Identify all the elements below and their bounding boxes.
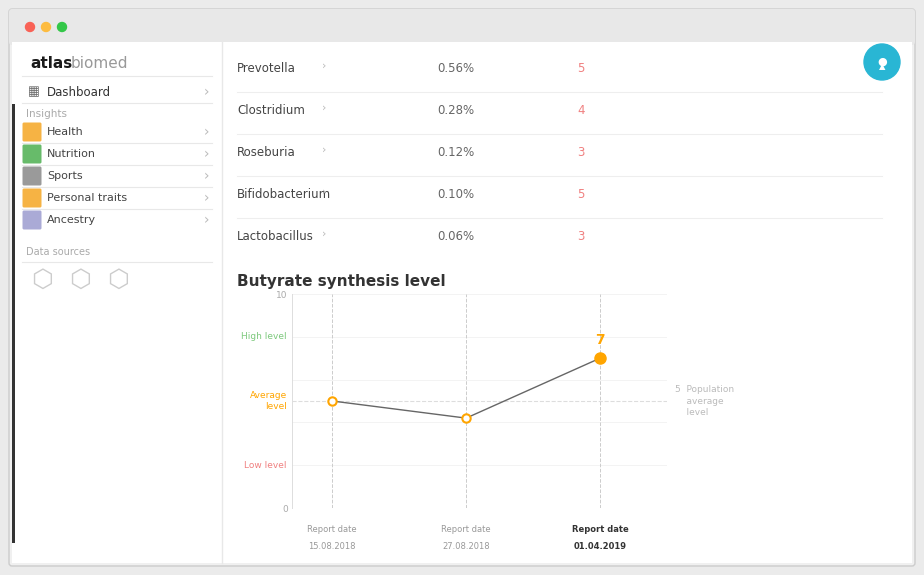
Text: ›: › [204,191,210,205]
Text: 7: 7 [595,334,605,347]
Text: Nutrition: Nutrition [47,149,96,159]
Text: 15.08.2018: 15.08.2018 [309,542,356,551]
Text: 3: 3 [577,146,584,159]
Text: ›: › [322,103,326,113]
Text: 5  Population
    average
    level: 5 Population average level [675,385,735,417]
Text: 4: 4 [577,104,585,117]
Text: 01.04.2019: 01.04.2019 [574,542,626,551]
Text: ›: › [322,61,326,71]
Text: Insights: Insights [26,109,67,119]
Text: Roseburia: Roseburia [237,146,296,159]
Text: Clostridium: Clostridium [237,104,305,117]
Text: Sports: Sports [47,171,82,181]
Text: ›: › [204,85,210,99]
Text: Lactobacillus: Lactobacillus [237,230,314,243]
FancyBboxPatch shape [9,9,915,566]
Bar [12,104,15,543]
FancyBboxPatch shape [22,210,42,229]
Text: Dashboard: Dashboard [47,86,111,98]
FancyBboxPatch shape [22,122,42,141]
Text: Report date: Report date [442,525,491,534]
Text: biomed: biomed [71,56,128,71]
Text: Ancestry: Ancestry [47,215,96,225]
FancyBboxPatch shape [22,167,42,186]
Text: Health: Health [47,127,84,137]
Circle shape [864,44,900,80]
Text: 0.10%: 0.10% [437,188,474,201]
Text: atlas: atlas [30,56,72,71]
Text: ▦: ▦ [28,86,40,98]
Text: Low level: Low level [245,461,287,470]
Text: 0.12%: 0.12% [437,146,474,159]
Circle shape [26,22,34,32]
Text: ›: › [322,145,326,155]
Text: ›: › [204,169,210,183]
FancyBboxPatch shape [9,9,915,45]
Text: 5: 5 [577,188,584,201]
Text: 0.56%: 0.56% [437,62,474,75]
Text: Data sources: Data sources [26,247,91,257]
Text: ⬡: ⬡ [69,268,91,292]
Bar [12,27,912,42]
Text: ●: ● [877,57,887,67]
Circle shape [57,22,67,32]
Text: ⬡: ⬡ [31,268,53,292]
Text: Bifidobacterium: Bifidobacterium [237,188,331,201]
FancyBboxPatch shape [22,189,42,208]
Text: ›: › [204,213,210,227]
Text: Report date: Report date [308,525,357,534]
Text: Butyrate synthesis level: Butyrate synthesis level [237,274,445,289]
Text: 27.08.2018: 27.08.2018 [443,542,490,551]
Text: ›: › [322,187,326,197]
Bar [12,42,222,563]
Text: Average
level: Average level [249,391,287,411]
Text: ›: › [322,229,326,239]
Text: 0.06%: 0.06% [437,230,474,243]
FancyBboxPatch shape [22,144,42,163]
Text: ›: › [204,125,210,139]
Text: 5: 5 [577,62,584,75]
Text: High level: High level [241,332,287,342]
Text: Report date: Report date [572,525,628,534]
Circle shape [42,22,51,32]
Text: Personal traits: Personal traits [47,193,128,203]
Text: ›: › [204,147,210,161]
Text: 3: 3 [577,230,584,243]
Text: ⬡: ⬡ [107,268,129,292]
Text: 0.28%: 0.28% [437,104,474,117]
Text: Prevotella: Prevotella [237,62,296,75]
Text: ▲: ▲ [879,63,885,71]
